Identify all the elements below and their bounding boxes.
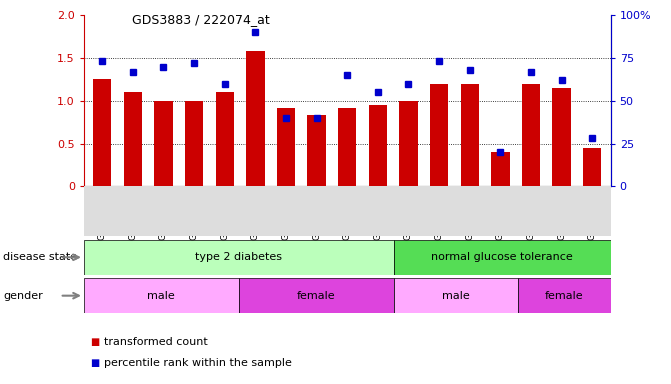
Bar	[277, 108, 295, 186]
Bar	[185, 101, 203, 186]
Bar	[93, 79, 111, 186]
Bar	[583, 148, 601, 186]
Bar	[307, 115, 326, 186]
Bar	[338, 108, 356, 186]
Bar	[215, 92, 234, 186]
Bar	[84, 278, 239, 313]
Bar	[246, 51, 264, 186]
Bar	[491, 152, 509, 186]
Text: gender: gender	[3, 291, 43, 301]
Bar	[399, 101, 417, 186]
Text: type 2 diabetes: type 2 diabetes	[195, 252, 282, 262]
Text: male: male	[442, 291, 470, 301]
Bar	[517, 278, 611, 313]
Bar	[394, 278, 517, 313]
Bar	[460, 84, 479, 186]
Bar	[430, 84, 448, 186]
Text: female: female	[545, 291, 584, 301]
Bar	[368, 105, 387, 186]
Bar	[552, 88, 571, 186]
Text: male: male	[148, 291, 175, 301]
Bar	[239, 278, 394, 313]
Bar	[154, 101, 172, 186]
Text: GDS3883 / 222074_at: GDS3883 / 222074_at	[132, 13, 270, 26]
Bar	[522, 84, 540, 186]
Bar	[394, 240, 611, 275]
Bar	[84, 240, 394, 275]
Text: disease state: disease state	[3, 252, 77, 262]
Bar	[123, 92, 142, 186]
Text: transformed count: transformed count	[104, 337, 208, 347]
Text: ■: ■	[91, 358, 100, 368]
Text: female: female	[297, 291, 336, 301]
Text: ■: ■	[91, 337, 100, 347]
Text: normal glucose tolerance: normal glucose tolerance	[431, 252, 573, 262]
Text: percentile rank within the sample: percentile rank within the sample	[104, 358, 292, 368]
